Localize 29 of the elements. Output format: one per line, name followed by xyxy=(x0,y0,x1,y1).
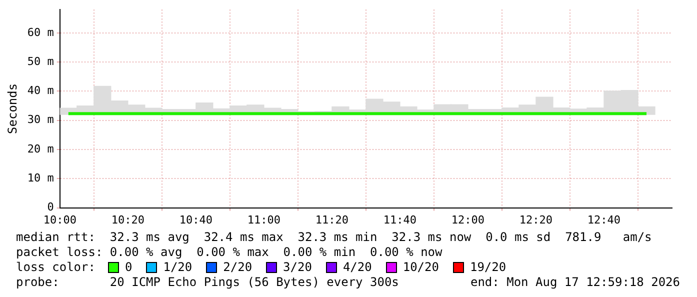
x-tick-label: 11:20 xyxy=(315,213,348,226)
y-tick-label: 40 m xyxy=(27,84,54,98)
y-tick-label: 30 m xyxy=(27,113,54,126)
text: 0 xyxy=(125,260,132,275)
y-tick-label: 50 m xyxy=(27,54,54,68)
x-tick-label: 12:00 xyxy=(451,213,485,226)
text: 3/20 xyxy=(283,260,312,275)
text: packet loss: 0.00 % avg 0.00 % max 0.00 % min 0.00 % now xyxy=(16,245,444,260)
text: 19/20 xyxy=(470,260,506,275)
text: probe: 20 ICMP Echo Pings (56 Bytes) every 300s xyxy=(16,275,399,290)
y-tick-label: 0 xyxy=(47,200,54,214)
y-axis-title: Seconds xyxy=(5,83,20,134)
text: loss color: xyxy=(16,260,96,275)
x-tick-label: 10:00 xyxy=(43,213,76,226)
text: end: Mon Aug 17 12:59:18 2026 xyxy=(470,275,680,290)
text: 1/20 xyxy=(163,260,192,275)
x-tick-label: 10:40 xyxy=(179,213,212,226)
x-tick-label: 11:00 xyxy=(247,213,280,226)
text: median rtt: 32.3 ms avg 32.4 ms max 32.3 ms min 32.3 ms now 0.0 ms sd 781.9 am/s xyxy=(16,230,653,245)
x-tick-label: 10:20 xyxy=(111,213,144,226)
text: 4/20 xyxy=(342,260,372,275)
x-tick-label: 12:40 xyxy=(587,213,621,226)
text: 2/20 xyxy=(223,260,252,275)
x-tick-label: 12:20 xyxy=(519,213,553,226)
y-tick-label: 60 m xyxy=(27,26,54,39)
text: 10/20 xyxy=(402,260,439,275)
x-tick-label: 11:40 xyxy=(383,213,417,226)
y-tick-label: 20 m xyxy=(27,142,54,156)
y-tick-label: 10 m xyxy=(27,172,54,185)
